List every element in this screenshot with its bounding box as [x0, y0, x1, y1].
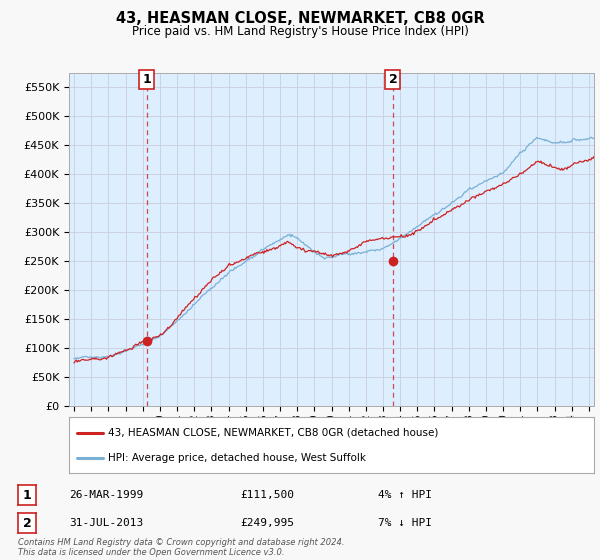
Text: 4% ↑ HPI: 4% ↑ HPI	[378, 490, 432, 500]
Text: 43, HEASMAN CLOSE, NEWMARKET, CB8 0GR: 43, HEASMAN CLOSE, NEWMARKET, CB8 0GR	[116, 11, 484, 26]
Text: Price paid vs. HM Land Registry's House Price Index (HPI): Price paid vs. HM Land Registry's House …	[131, 25, 469, 38]
Text: 7% ↓ HPI: 7% ↓ HPI	[378, 518, 432, 528]
Text: 1: 1	[142, 73, 151, 86]
Text: 1: 1	[23, 488, 31, 502]
Text: 2: 2	[389, 73, 397, 86]
Text: 43, HEASMAN CLOSE, NEWMARKET, CB8 0GR (detached house): 43, HEASMAN CLOSE, NEWMARKET, CB8 0GR (d…	[109, 428, 439, 438]
Text: Contains HM Land Registry data © Crown copyright and database right 2024.
This d: Contains HM Land Registry data © Crown c…	[18, 538, 344, 557]
Text: £111,500: £111,500	[240, 490, 294, 500]
Text: HPI: Average price, detached house, West Suffolk: HPI: Average price, detached house, West…	[109, 452, 367, 463]
Text: 31-JUL-2013: 31-JUL-2013	[69, 518, 143, 528]
Text: 2: 2	[23, 516, 31, 530]
Text: £249,995: £249,995	[240, 518, 294, 528]
Text: 26-MAR-1999: 26-MAR-1999	[69, 490, 143, 500]
